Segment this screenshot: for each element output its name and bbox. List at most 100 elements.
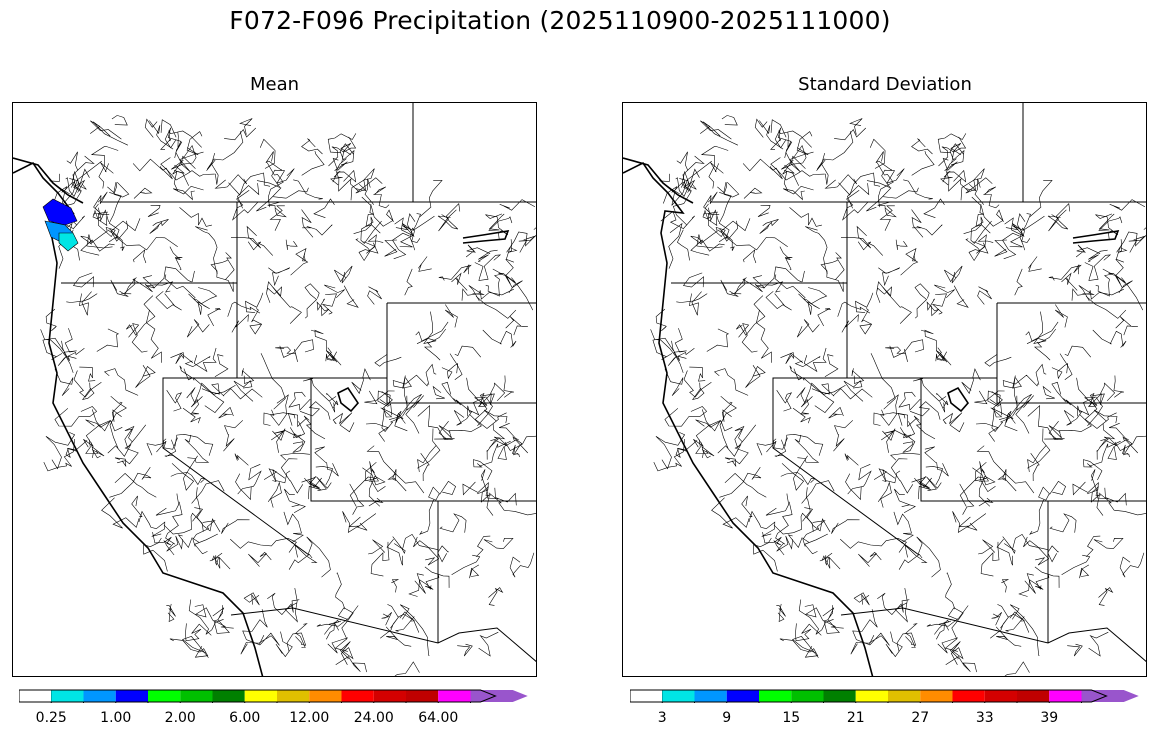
basin-line <box>367 286 382 305</box>
sd-colorbar-segment <box>1081 690 1139 702</box>
basin-line <box>895 239 908 250</box>
basin-line <box>92 121 129 146</box>
basin-line <box>485 213 509 241</box>
mean-tick-label: 64.00 <box>418 710 459 726</box>
basin-line <box>335 656 367 673</box>
basin-line <box>266 281 302 324</box>
basin-line <box>1029 180 1053 217</box>
basin-line <box>847 464 872 495</box>
basin-line <box>942 157 958 171</box>
basin-line <box>79 291 92 316</box>
basin-line <box>485 268 503 297</box>
basin-line <box>182 407 201 424</box>
basin-line <box>1022 213 1045 231</box>
basin-line <box>822 605 840 634</box>
basin-line <box>777 603 785 623</box>
basin-line <box>824 354 839 377</box>
basin-line <box>724 457 737 468</box>
sd-colorbar-segment <box>984 690 1017 702</box>
basin-line <box>499 199 536 211</box>
basin-line <box>152 532 175 556</box>
basin-line <box>399 604 430 656</box>
basin-line <box>221 519 250 534</box>
basin-line <box>743 187 763 199</box>
basin-line <box>349 461 377 507</box>
basin-line <box>265 151 282 171</box>
mean-tick-label: 12.00 <box>289 710 330 726</box>
basin-line <box>483 409 508 424</box>
basin-line <box>269 205 285 231</box>
basin-line <box>279 339 314 358</box>
basin-line <box>779 246 793 270</box>
basin-line <box>1078 285 1095 302</box>
basin-line <box>703 191 718 216</box>
basin-line <box>415 321 449 342</box>
basin-line <box>290 247 309 276</box>
sd-tick-label: 15 <box>782 710 801 726</box>
basin-line <box>724 472 767 498</box>
basin-line <box>439 513 467 533</box>
basin-line <box>1042 385 1055 400</box>
basin-line <box>438 421 455 440</box>
basin-line <box>913 378 947 402</box>
basin-line <box>743 249 757 264</box>
basin-line <box>1047 545 1059 563</box>
basin-line <box>518 235 536 253</box>
sd-tick-label: 27 <box>911 710 930 726</box>
basin-line <box>504 435 536 451</box>
basin-line <box>792 407 811 424</box>
basin-line <box>111 401 123 422</box>
basin-line <box>374 353 402 367</box>
basin-line <box>1048 421 1065 440</box>
basin-line <box>149 219 169 234</box>
basin-line <box>285 239 298 250</box>
basin-line <box>980 468 996 493</box>
sd-colorbar-segment <box>726 690 759 702</box>
basin-line <box>483 537 514 549</box>
basin-line <box>110 279 129 297</box>
standard-deviation-map <box>622 102 1147 677</box>
basin-line <box>79 366 96 382</box>
basin-line <box>355 177 383 194</box>
basin-line <box>802 487 811 522</box>
mean-colorbar-segment <box>341 690 374 702</box>
mean-colorbar-segment <box>438 690 471 702</box>
basin-line <box>232 189 258 221</box>
basin-line <box>996 539 1013 566</box>
basin-line <box>1128 235 1146 253</box>
basin-line <box>913 415 936 440</box>
basin-line <box>155 291 182 311</box>
basin-line <box>362 467 386 507</box>
basin-line <box>280 453 310 461</box>
basin-line <box>266 286 282 297</box>
basin-line <box>667 340 695 366</box>
basin-line <box>1026 311 1047 344</box>
basin-line <box>935 351 947 362</box>
basin-line <box>164 439 177 457</box>
basin-line <box>135 365 156 388</box>
basin-line <box>691 382 705 400</box>
basin-line <box>952 511 971 534</box>
basin-line <box>894 488 916 514</box>
basin-line <box>1092 329 1127 348</box>
basin-line <box>926 605 969 627</box>
basin-line <box>489 423 506 448</box>
basin-line <box>875 151 892 171</box>
basin-line <box>142 275 174 293</box>
basin-line <box>239 118 253 135</box>
basin-line <box>386 539 403 566</box>
basin-line <box>857 241 884 256</box>
basin-line <box>889 339 924 358</box>
basin-line <box>169 638 209 658</box>
basin-line <box>83 409 111 448</box>
basin-line <box>794 355 821 368</box>
basin-line <box>841 314 859 333</box>
basin-line <box>391 579 399 593</box>
basin-line <box>1084 401 1117 429</box>
basin-line <box>475 295 517 319</box>
basin-line <box>209 555 220 566</box>
basin-line <box>461 288 514 301</box>
basin-line <box>1085 295 1127 319</box>
basin-line <box>441 363 459 380</box>
basin-line <box>224 127 257 141</box>
